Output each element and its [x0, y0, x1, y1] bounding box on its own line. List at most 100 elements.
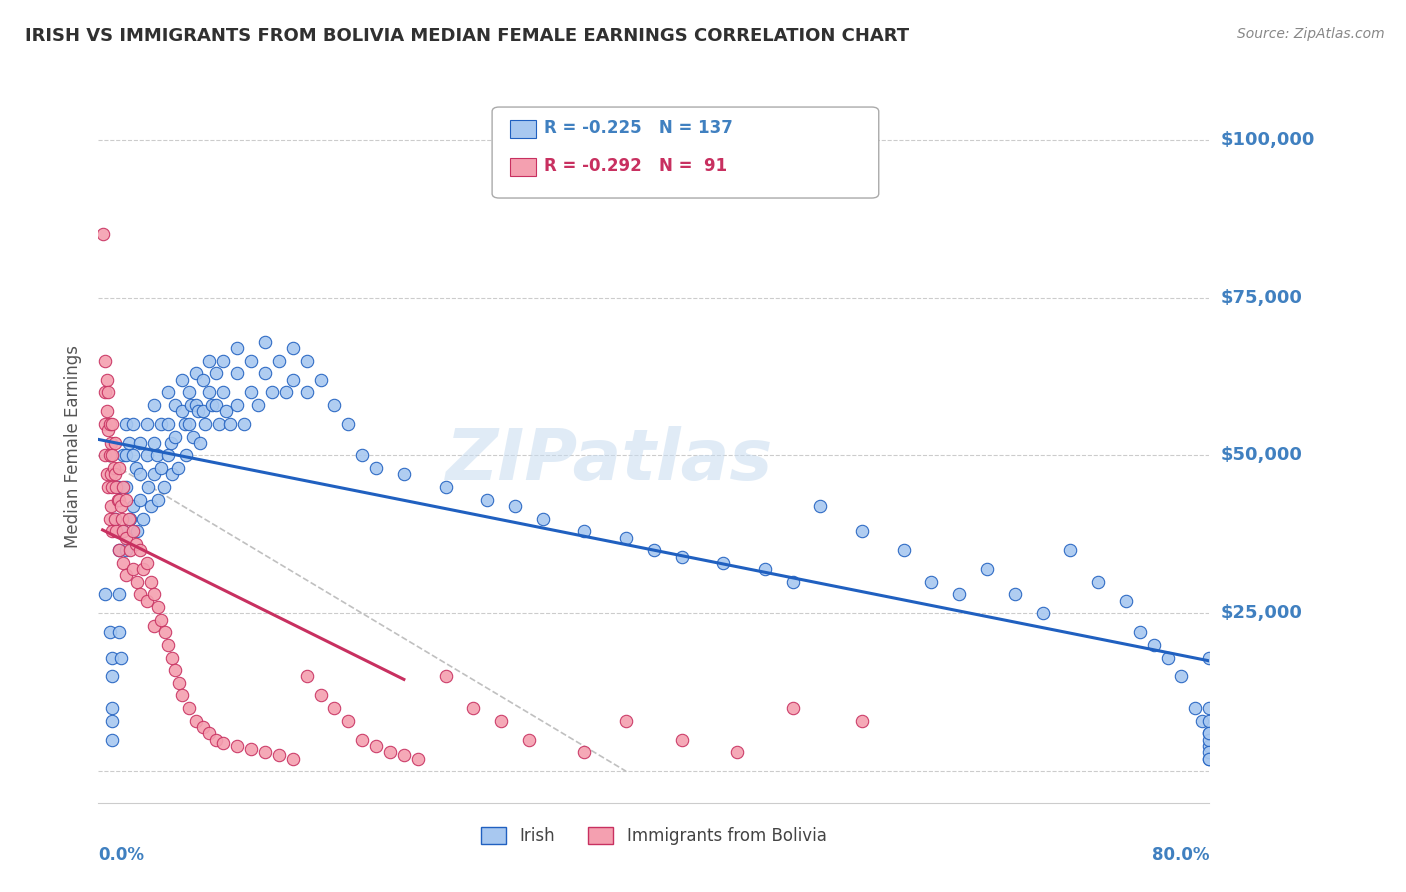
Point [101, 449, 124, 463]
Point [96, 373, 118, 387]
Point [104, 467, 127, 482]
Point [129, 492, 152, 507]
Point [163, 429, 186, 443]
Point [125, 537, 148, 551]
Point [198, 385, 221, 400]
Point [1004, 587, 1026, 601]
Point [166, 461, 188, 475]
Point [434, 480, 457, 494]
Text: ZIPatlas: ZIPatlas [446, 425, 773, 495]
Point [103, 461, 125, 475]
Point [122, 499, 145, 513]
Point [215, 404, 238, 418]
Point [149, 461, 172, 475]
Point [337, 714, 360, 728]
Point [118, 511, 141, 525]
Point [170, 373, 193, 387]
Point [295, 385, 318, 400]
Point [101, 417, 124, 431]
Point [167, 675, 190, 690]
Point [1191, 714, 1213, 728]
Point [643, 543, 665, 558]
Point [219, 417, 242, 431]
Point [108, 461, 131, 475]
Y-axis label: Median Female Earnings: Median Female Earnings [65, 344, 83, 548]
Point [105, 524, 128, 539]
Point [352, 449, 374, 463]
Point [725, 745, 748, 759]
Point [198, 353, 221, 368]
Point [136, 593, 159, 607]
Point [187, 404, 209, 418]
Point [98, 625, 121, 640]
Point [177, 417, 200, 431]
Point [1198, 726, 1220, 740]
Point [671, 732, 693, 747]
Point [337, 417, 360, 431]
Point [267, 748, 290, 763]
Point [177, 385, 200, 400]
Point [101, 701, 124, 715]
Point [1198, 751, 1220, 765]
Point [253, 334, 276, 349]
Point [101, 480, 124, 494]
Point [226, 341, 249, 355]
Point [112, 556, 135, 570]
Point [1198, 701, 1220, 715]
Point [146, 492, 169, 507]
Point [143, 467, 166, 482]
Point [101, 669, 124, 683]
Point [98, 449, 121, 463]
Point [141, 574, 163, 589]
Text: Source: ZipAtlas.com: Source: ZipAtlas.com [1237, 27, 1385, 41]
Text: R = -0.225   N = 137: R = -0.225 N = 137 [544, 120, 733, 137]
Point [184, 398, 207, 412]
Text: $75,000: $75,000 [1220, 289, 1302, 307]
Point [201, 398, 224, 412]
Point [1198, 751, 1220, 765]
Point [122, 562, 145, 576]
Point [309, 373, 332, 387]
Point [94, 449, 117, 463]
Point [153, 625, 176, 640]
Point [96, 404, 118, 418]
Point [101, 524, 124, 539]
Point [212, 736, 235, 750]
Point [1170, 669, 1192, 683]
Point [352, 732, 374, 747]
Point [122, 449, 145, 463]
Point [205, 398, 228, 412]
Point [1129, 625, 1152, 640]
Point [160, 650, 183, 665]
Point [226, 367, 249, 381]
Point [143, 398, 166, 412]
Point [174, 449, 197, 463]
Text: $25,000: $25,000 [1220, 605, 1302, 623]
Point [163, 663, 186, 677]
Point [1198, 745, 1220, 759]
Point [191, 373, 214, 387]
Point [782, 701, 804, 715]
Point [323, 398, 346, 412]
Point [118, 435, 141, 450]
Point [177, 701, 200, 715]
Point [1032, 607, 1054, 621]
Point [94, 587, 117, 601]
Point [181, 429, 204, 443]
Point [434, 669, 457, 683]
Point [156, 449, 179, 463]
Point [208, 417, 231, 431]
Point [253, 745, 276, 759]
Point [129, 467, 152, 482]
Point [295, 353, 318, 368]
Point [132, 562, 155, 576]
Point [1059, 543, 1081, 558]
Point [309, 689, 332, 703]
Point [159, 435, 181, 450]
Point [122, 417, 145, 431]
Point [188, 435, 211, 450]
Point [101, 714, 124, 728]
Point [240, 742, 263, 756]
Point [104, 435, 127, 450]
Point [138, 480, 160, 494]
